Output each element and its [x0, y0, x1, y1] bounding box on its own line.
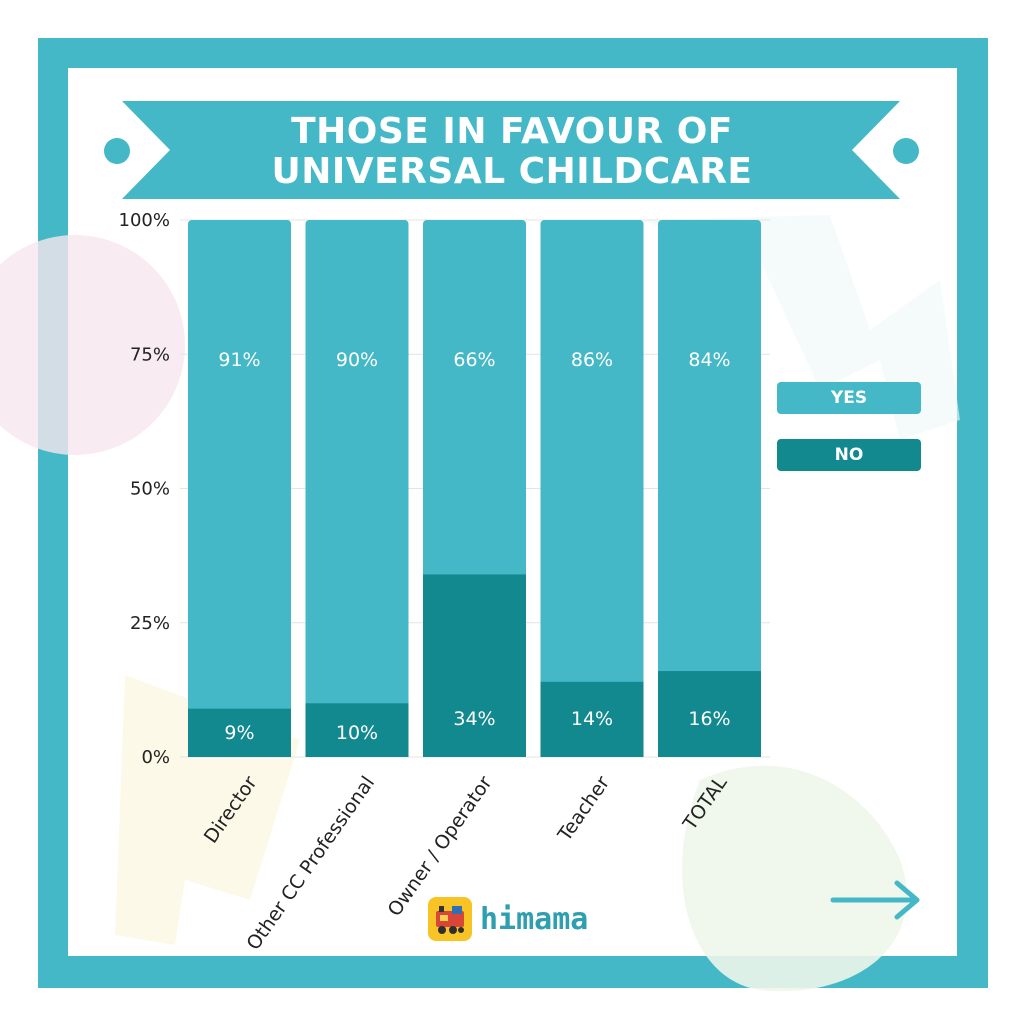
data-label-yes: 66%: [453, 349, 495, 371]
x-tick-label: TOTAL: [678, 772, 731, 835]
legend-yes: YES: [777, 382, 921, 414]
data-label-no: 34%: [453, 708, 495, 730]
y-tick-label: 0%: [141, 747, 170, 768]
legend-no: NO: [777, 439, 921, 471]
arrow-right-icon[interactable]: [825, 875, 925, 925]
banner-ribbon: [122, 101, 900, 199]
x-tick-label: Director: [200, 772, 262, 847]
data-label-no: 9%: [224, 722, 254, 744]
bar-no: [540, 681, 644, 757]
bar-yes: [305, 220, 409, 757]
chart-title: THOSE IN FAVOUR OF UNIVERSAL CHILDCARE: [0, 112, 1024, 192]
y-tick-label: 75%: [130, 344, 170, 365]
data-label-yes: 84%: [688, 349, 730, 371]
bar-no: [188, 708, 291, 757]
data-label-yes: 90%: [336, 349, 378, 371]
y-tick-label: 50%: [130, 479, 170, 500]
train-icon: [428, 897, 472, 941]
y-tick-label: 25%: [130, 613, 170, 634]
logo-wordmark: himama: [480, 901, 589, 937]
title-banner: [104, 101, 919, 199]
data-label-no: 14%: [571, 708, 613, 730]
data-label-yes: 91%: [218, 349, 260, 371]
bar-no: [423, 574, 526, 757]
bar-no: [305, 703, 409, 757]
bar-yes: [658, 220, 761, 757]
data-label-no: 16%: [688, 708, 730, 730]
title-line-2: UNIVERSAL CHILDCARE: [271, 151, 753, 192]
title-line-1: THOSE IN FAVOUR OF: [291, 111, 733, 152]
bar-yes: [188, 220, 291, 757]
himama-logo: himama: [428, 897, 588, 941]
banner-dot-right: [893, 138, 919, 164]
bar-no: [658, 671, 761, 757]
y-tick-label: 100%: [119, 210, 170, 231]
bar-yes: [540, 220, 644, 757]
x-tick-label: Other CC Professional: [242, 772, 379, 954]
banner-dot-left: [104, 138, 130, 164]
data-label-no: 10%: [336, 722, 378, 744]
x-tick-label: Teacher: [553, 772, 614, 846]
data-label-yes: 86%: [571, 349, 613, 371]
